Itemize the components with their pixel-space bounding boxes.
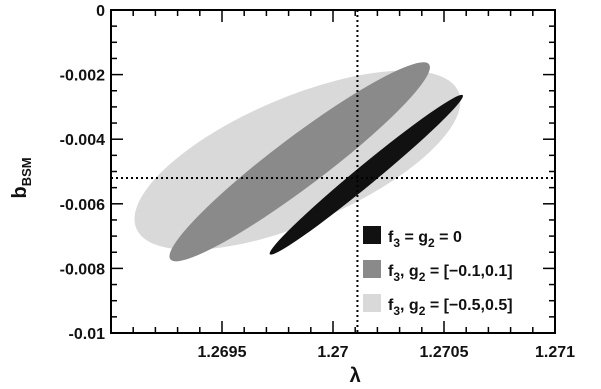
- legend-swatch: [363, 226, 381, 244]
- contour-region-2: [269, 94, 463, 255]
- y-tick-label: -0.008: [60, 261, 105, 278]
- reference-lines: [111, 10, 555, 333]
- legend-entry-label: f3 = g2 = 0: [388, 229, 462, 250]
- contour-region-1: [169, 62, 430, 262]
- y-tick-label: -0.002: [60, 68, 105, 85]
- x-tick-label: 1.2705: [420, 344, 469, 361]
- y-tick-label: 0: [96, 3, 105, 20]
- legend-entry-label: f3, g2 = [−0.5,0.5]: [388, 297, 513, 318]
- y-tick-label: -0.004: [60, 132, 105, 149]
- y-tick-label: -0.006: [60, 197, 105, 214]
- contour-regions: [134, 62, 463, 262]
- legend-swatch: [363, 260, 381, 278]
- y-axis-title: bBSM: [9, 157, 34, 198]
- x-axis-title: λ: [350, 365, 361, 387]
- x-tick-label: 1.271: [535, 344, 575, 361]
- legend-swatch: [363, 294, 381, 312]
- axis-ticks: [110, 9, 556, 334]
- x-tick-label: 1.27: [317, 344, 348, 361]
- y-axis-title-base: b: [9, 186, 31, 198]
- y-tick-label: -0.01: [69, 326, 106, 343]
- y-axis-title-sub: BSM: [19, 157, 34, 186]
- x-tick-label: 1.2695: [198, 344, 247, 361]
- legend-entry-label: f3, g2 = [−0.1,0.1]: [388, 263, 513, 284]
- tick-labels: 1.2695 1.27 1.2705 1.271 0 -0.002 -0.004 -0.006…: [60, 3, 575, 361]
- legend: f3 = g2 = 0 f3, g2 = [−0.1,0.1] f3, g2 = […: [363, 226, 513, 318]
